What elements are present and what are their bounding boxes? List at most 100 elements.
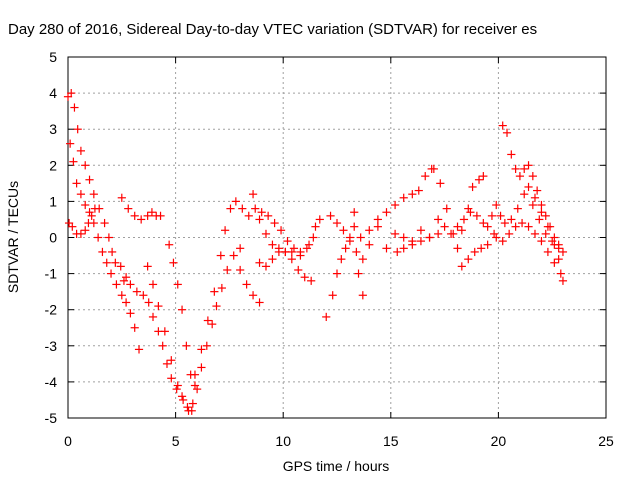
x-axis-label: GPS time / hours <box>283 458 390 474</box>
data-point <box>537 200 546 210</box>
data-point <box>498 237 507 246</box>
data-point <box>137 215 146 224</box>
data-point <box>179 395 188 405</box>
data-point <box>440 222 449 231</box>
data-point <box>442 204 451 213</box>
data-point <box>429 164 438 174</box>
data-point <box>76 229 86 238</box>
data-point <box>126 309 135 318</box>
data-point <box>505 229 514 238</box>
data-point <box>124 204 133 213</box>
data-point <box>223 265 232 275</box>
data-point <box>197 345 206 354</box>
data-point <box>251 204 260 213</box>
data-point <box>524 182 533 192</box>
y-tick-label: 5 <box>49 49 57 65</box>
data-point <box>496 211 505 220</box>
data-point <box>81 161 90 170</box>
data-point <box>248 190 258 199</box>
data-point <box>356 233 365 242</box>
data-point <box>116 262 125 271</box>
y-tick-label: -5 <box>45 410 58 426</box>
data-point <box>554 240 563 249</box>
data-point <box>167 374 176 383</box>
data-point <box>533 186 542 195</box>
data-point <box>391 229 400 238</box>
data-point <box>130 323 139 332</box>
data-point <box>231 197 240 206</box>
data-point <box>416 226 426 235</box>
data-point <box>464 255 473 264</box>
data-point <box>416 237 426 246</box>
x-tick-label: 0 <box>64 433 72 449</box>
data-point <box>502 128 512 137</box>
data-point <box>177 305 187 314</box>
data-point <box>537 237 546 246</box>
data-point <box>498 121 507 130</box>
data-point <box>524 161 533 170</box>
data-point <box>94 233 103 242</box>
data-point <box>226 204 235 213</box>
y-tick-label: 2 <box>49 157 57 173</box>
data-point <box>197 363 206 372</box>
data-point <box>554 255 563 264</box>
data-point <box>457 226 466 235</box>
data-point <box>102 258 111 267</box>
x-tick-label: 15 <box>383 433 399 449</box>
data-point <box>130 211 139 220</box>
data-point <box>425 233 434 242</box>
data-point <box>64 218 74 228</box>
data-point <box>248 291 258 300</box>
data-point <box>513 204 522 213</box>
data-point <box>73 125 82 134</box>
data-point <box>459 215 469 224</box>
data-point <box>143 262 152 271</box>
data-point <box>507 150 516 159</box>
data-point <box>550 258 559 267</box>
data-point <box>283 237 292 246</box>
data-point <box>257 208 266 217</box>
data-point <box>492 233 501 242</box>
data-point <box>474 175 484 184</box>
data-point <box>217 283 226 293</box>
data-point <box>134 345 144 354</box>
data-point <box>255 298 264 307</box>
y-tick-label: -4 <box>45 374 58 390</box>
data-point <box>511 164 520 174</box>
data-point <box>517 218 527 228</box>
data-point <box>184 406 193 415</box>
data-point <box>119 276 129 285</box>
data-point <box>274 247 283 257</box>
data-point <box>268 255 277 264</box>
y-tick-label: -1 <box>45 266 58 282</box>
data-point <box>255 258 264 267</box>
data-point <box>117 291 126 300</box>
data-point <box>315 215 324 224</box>
data-point <box>528 200 537 210</box>
data-point <box>112 280 121 289</box>
data-point <box>173 381 182 390</box>
data-point <box>160 327 169 336</box>
data-point <box>208 320 217 329</box>
data-point <box>67 88 76 98</box>
data-point <box>470 247 479 257</box>
data-point <box>84 218 93 228</box>
data-point <box>202 341 211 350</box>
data-point <box>350 208 359 217</box>
data-point <box>144 298 153 307</box>
data-point <box>511 222 520 231</box>
data-point <box>309 233 318 242</box>
data-point <box>264 211 273 220</box>
data-point <box>90 204 100 213</box>
data-point <box>541 211 550 220</box>
scatter-points <box>63 88 568 415</box>
y-tick-label: 4 <box>49 85 57 101</box>
data-point <box>132 287 141 296</box>
data-point <box>558 276 568 285</box>
data-point <box>261 262 271 271</box>
data-point <box>453 244 462 253</box>
data-point <box>541 229 550 238</box>
data-point <box>183 403 192 412</box>
data-point <box>479 172 488 181</box>
